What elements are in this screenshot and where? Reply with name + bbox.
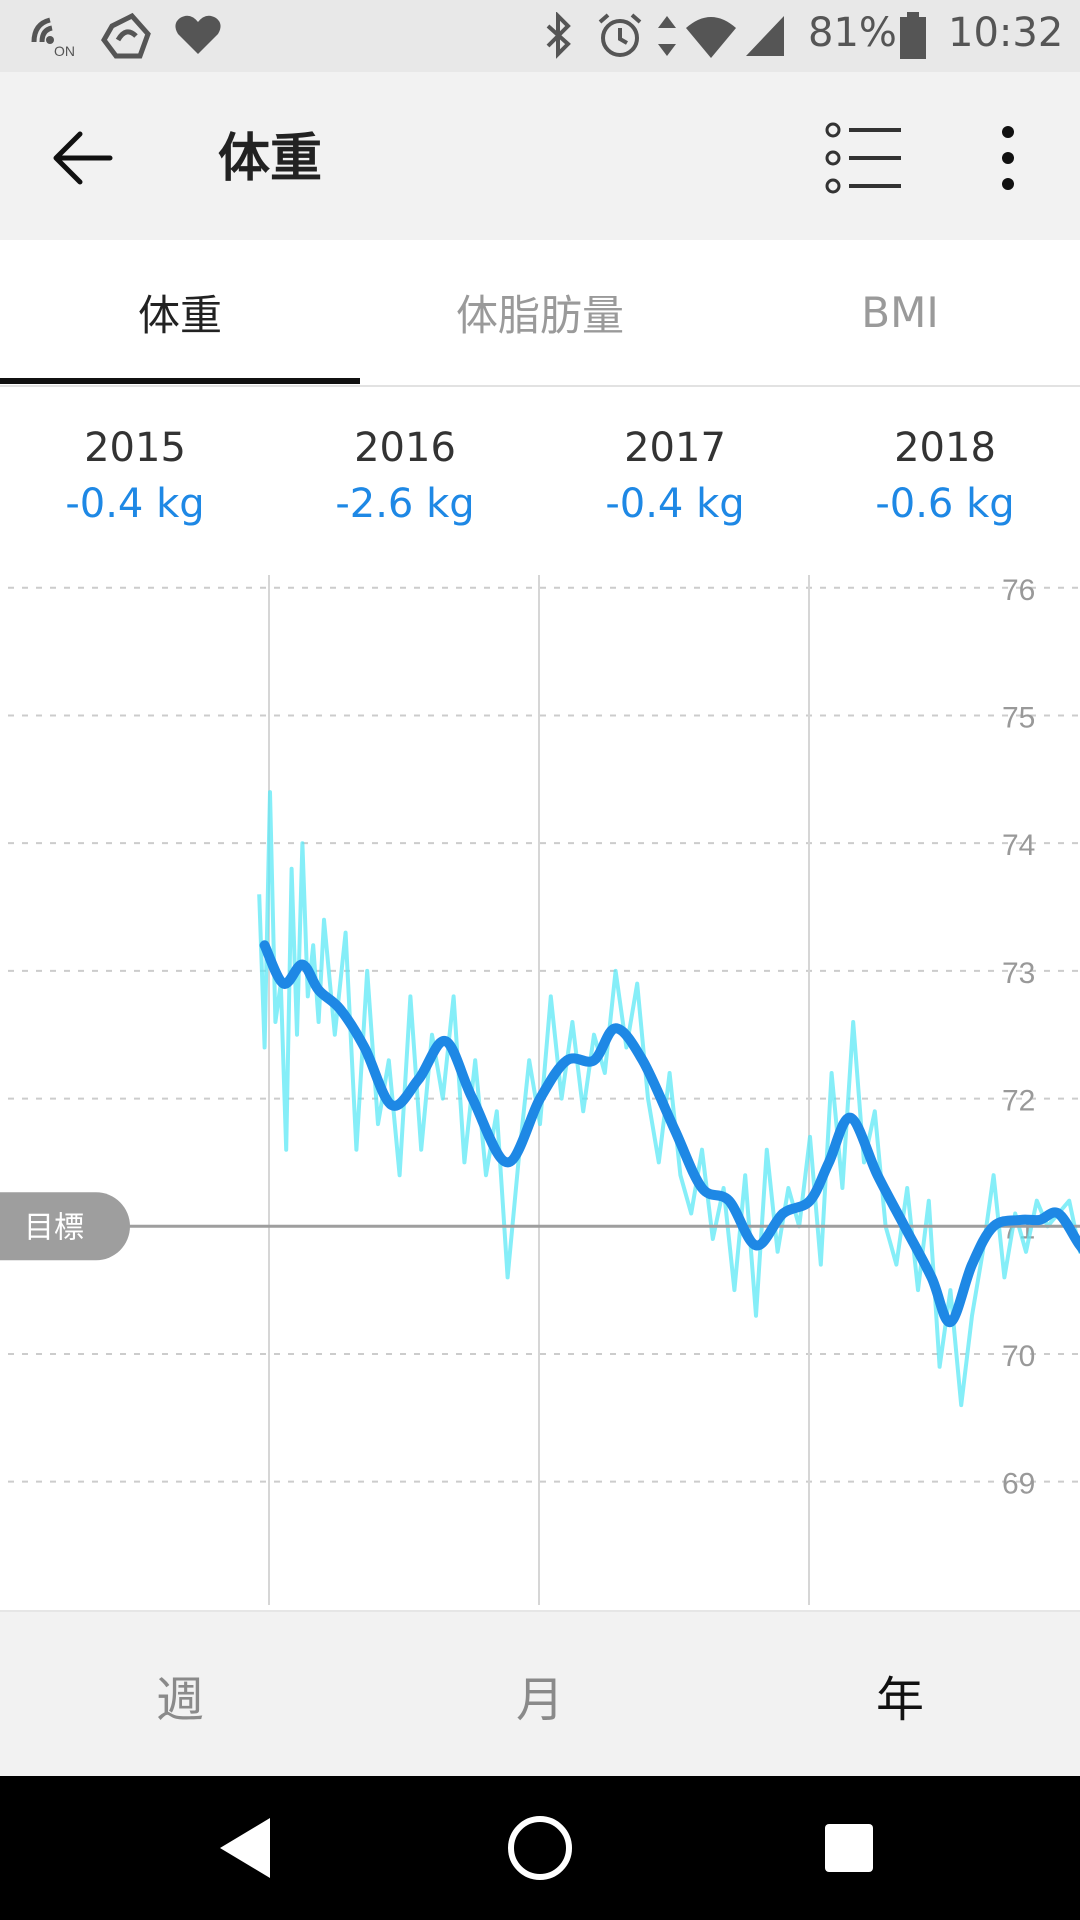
metric-tabs: 体重 体脂肪量 BMI [0,240,1080,387]
year-label: 2018 [894,425,996,471]
y-tick-label: 74 [1002,829,1035,862]
y-tick-label: 69 [1002,1468,1035,1501]
year-summary-item[interactable]: 2015 -0.4 kg [0,420,270,532]
year-delta: -2.6 kg [335,481,475,527]
year-summary-item[interactable]: 2017 -0.4 kg [540,420,810,532]
page-title: 体重 [218,129,323,189]
y-tick-label: 70 [1002,1340,1035,1373]
clock-time: 10:32 [948,10,1064,56]
year-label: 2016 [354,425,456,471]
sync-icon [101,12,151,59]
bluetooth-icon [546,12,571,59]
year-summary-item[interactable]: 2018 -0.6 kg [810,420,1080,532]
nav-recents-icon[interactable] [815,1812,885,1884]
nav-back-icon[interactable] [210,1812,280,1884]
year-delta: -0.4 kg [605,481,745,527]
tab-weight[interactable]: 体重 [137,291,222,340]
arrow-left-icon[interactable] [48,128,148,188]
data-arrows-icon [658,16,676,56]
list-icon[interactable] [825,118,905,198]
app-bar: 体重 [0,72,1080,240]
goal-badge[interactable] [0,1192,130,1261]
battery-percent: 81% [808,10,897,56]
tab-bmi[interactable]: BMI [861,288,939,337]
tab-body-fat[interactable]: 体脂肪量 [455,291,624,340]
year-delta: -0.6 kg [875,481,1015,527]
heart-icon [175,15,221,54]
y-tick-label: 72 [1002,1085,1035,1118]
alarm-icon [598,13,642,57]
year-summary: 2015 -0.4 kg 2016 -2.6 kg 2017 -0.4 kg 2… [0,420,1080,540]
tab-month[interactable]: 月 [515,1672,564,1728]
nav-home-icon[interactable] [504,1812,576,1884]
period-tabs: 週 月 年 [0,1610,1080,1778]
goal-label: 目標 [24,1210,84,1245]
wifi-icon [686,17,736,58]
year-delta: -0.4 kg [65,481,205,527]
svg-text:ON: ON [54,43,75,58]
trend-weight-series [259,940,1080,1328]
tab-year[interactable]: 年 [875,1672,924,1728]
tab-week[interactable]: 週 [155,1672,204,1728]
y-tick-label: 73 [1002,957,1035,990]
year-label: 2017 [624,425,726,471]
y-tick-label: 75 [1002,701,1035,734]
nfc-icon: ON [31,17,75,58]
battery-icon [900,12,926,59]
year-label: 2015 [84,425,186,471]
status-bar: ON 81% 10:32 [0,0,1080,72]
nav-bar [0,1776,1080,1920]
year-summary-item[interactable]: 2016 -2.6 kg [270,420,540,532]
y-tick-label: 76 [1002,575,1035,607]
signal-icon [746,16,784,56]
tab-indicator [0,378,360,384]
more-vert-icon[interactable] [990,122,1026,194]
